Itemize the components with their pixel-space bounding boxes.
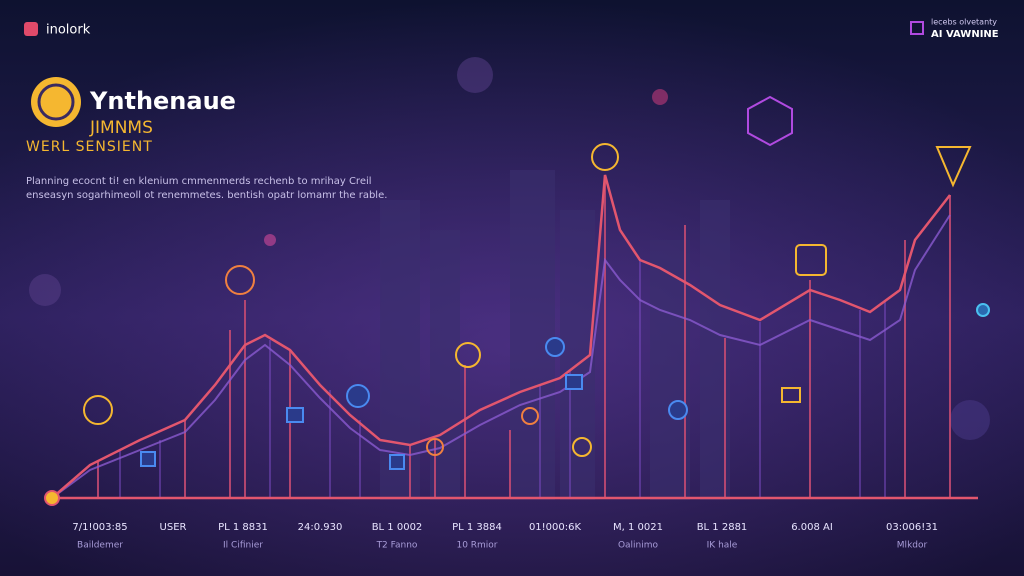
- badge-line: AI VAWNINE: [931, 29, 999, 40]
- footer-label: Oalinimo: [618, 541, 659, 551]
- hero-logo-ring: [37, 83, 75, 121]
- footer-label: 10 Rmior: [456, 541, 497, 551]
- footer-value: BL 1 2881: [697, 522, 748, 533]
- footer-value: 6.008 AI: [791, 522, 833, 533]
- footer-value: USER: [160, 522, 187, 533]
- hero-title: Ynthenaue: [89, 87, 236, 115]
- footer-value: PL 1 3884: [452, 522, 502, 533]
- footer-value: 01!000:6K: [529, 522, 582, 533]
- footer-value: M, 1 0021: [613, 522, 663, 533]
- brand-logo: [24, 22, 38, 36]
- footer-label: Il Cifinier: [223, 541, 263, 551]
- secondary-line: [51, 214, 951, 499]
- brand-name: inolork: [46, 23, 91, 38]
- footer-label: Mlkdor: [897, 541, 928, 551]
- thin-bars: [119, 260, 886, 498]
- main-line: [51, 174, 951, 499]
- badge-line: lecebs olvetanty: [931, 18, 997, 27]
- footer-value: PL 1 8831: [218, 522, 268, 533]
- hero-tagline: WERL SENSIENT: [26, 139, 153, 155]
- bars: [97, 175, 951, 498]
- footer-value: 03:006!31: [886, 522, 938, 533]
- hero-description: enseasyn sogarhimeoll ot renemmetes. ben…: [26, 190, 387, 201]
- badge-icon: [910, 21, 924, 35]
- footer-value: 24:0.930: [298, 522, 343, 533]
- bokeh: [29, 57, 990, 440]
- footer: 7/1!003:85 Baildemer USER PL 1 8831 Il Cifin…: [72, 522, 938, 551]
- footer-value: 7/1!003:85: [72, 522, 127, 533]
- footer-label: IK hale: [707, 541, 738, 551]
- icons: [83, 95, 990, 470]
- footer-value: BL 1 0002: [372, 522, 423, 533]
- footer-label: Baildemer: [77, 541, 123, 551]
- start-dot: [44, 490, 60, 506]
- footer-label: T2 Fanno: [376, 541, 418, 551]
- hero-subtitle: JIMNMS: [89, 118, 153, 138]
- hero-description: Planning ecocnt ti! en klenium cmmenmerd…: [26, 176, 372, 187]
